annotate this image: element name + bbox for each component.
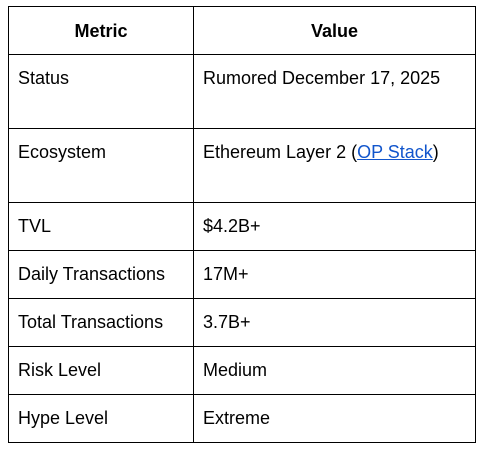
table-row: TVL $4.2B+	[8, 202, 476, 251]
value-cell: 17M+	[193, 250, 476, 299]
metric-cell: Risk Level	[8, 346, 194, 395]
value-cell: Extreme	[193, 394, 476, 443]
value-cell: Medium	[193, 346, 476, 395]
metrics-table: Metric Value Status Rumored December 17,…	[8, 6, 476, 443]
metrics-table-container: Metric Value Status Rumored December 17,…	[8, 6, 476, 443]
metric-cell: Ecosystem	[8, 128, 194, 203]
op-stack-link[interactable]: OP Stack	[357, 142, 433, 162]
table-row: Status Rumored December 17, 2025	[8, 54, 476, 129]
metric-cell: Status	[8, 54, 194, 129]
value-cell: Ethereum Layer 2 (OP Stack)	[193, 128, 476, 203]
table-row: Ecosystem Ethereum Layer 2 (OP Stack)	[8, 128, 476, 203]
metric-cell: TVL	[8, 202, 194, 251]
table-row: Daily Transactions 17M+	[8, 250, 476, 299]
value-text-prefix: Ethereum Layer 2 (	[203, 142, 358, 162]
value-cell: $4.2B+	[193, 202, 476, 251]
value-text-suffix: )	[432, 142, 439, 162]
table-row: Total Transactions 3.7B+	[8, 298, 476, 347]
metric-cell: Total Transactions	[8, 298, 194, 347]
table-row: Risk Level Medium	[8, 346, 476, 395]
value-cell: Rumored December 17, 2025	[193, 54, 476, 129]
header-value: Value	[193, 6, 476, 55]
metric-cell: Daily Transactions	[8, 250, 194, 299]
value-cell: 3.7B+	[193, 298, 476, 347]
header-metric: Metric	[8, 6, 194, 55]
metric-cell: Hype Level	[8, 394, 194, 443]
table-header-row: Metric Value	[8, 6, 476, 55]
table-row: Hype Level Extreme	[8, 394, 476, 443]
